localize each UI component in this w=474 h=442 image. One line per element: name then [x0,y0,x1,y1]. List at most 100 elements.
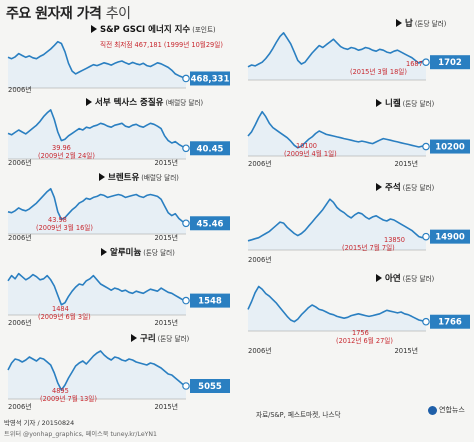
current-value-label: 5055 [198,382,222,392]
title-marker-icon [396,19,402,27]
title-marker-icon [99,173,105,181]
title-marker-icon [86,98,92,106]
title-marker-icon [91,25,97,33]
title-marker-icon [376,274,382,282]
x-start-label: 2006년 [8,85,32,94]
last-point-marker [422,232,430,241]
current-value-box [430,139,470,154]
logo-text: 연합뉴스 [439,406,465,414]
title-marker-icon [101,248,107,256]
title-marker-icon [131,334,137,342]
annotation-text: (2012년 6월 27일) [336,336,393,345]
panel-unit: (톤당 달러) [403,99,435,108]
current-value-label: 1548 [198,297,222,307]
annotation-text: 39.96 [52,144,71,152]
panel-title-text: 아연 [385,273,401,284]
current-value-label: 10200 [435,143,465,153]
chart-panel-copper: 구리 (톤당 달러) 5055 2006년 2015년 4895(2009년 7월 13일… [7,333,230,411]
title-marker-icon [376,183,382,191]
title-marker-icon [376,99,382,107]
annotation-text: 1756 [352,329,369,337]
last-point-marker [182,144,190,153]
series-area [8,188,186,234]
panel-title-text: 납 [405,18,413,29]
panel-unit: (톤당 달러) [403,183,435,192]
credit-social-line: 트위터 @yonhap_graphics, 페이스북 tuney.kr/LeYN… [4,431,157,438]
chart-panel-brent: 브렌트유 (배럴당 달러) 45.46 2006년 2015년 43.98(2009년 3… [7,172,230,242]
x-start-label: 2006년 [248,346,272,355]
x-end-label: 2015년 [394,346,418,355]
series-line [247,285,427,323]
last-point-marker [182,296,190,305]
series-line [247,110,427,149]
series-area [8,109,186,159]
x-start-label: 2006년 [248,255,272,264]
current-value-box [190,293,230,308]
series-area [248,32,426,80]
annotation-text: 1484 [52,305,69,313]
annotation-text: 1687 [406,60,423,68]
panel-title: 구리 (톤당 달러) [140,333,189,344]
current-value-box [190,141,230,156]
series-line [247,31,427,68]
panel-unit: (배럴당 달러) [141,173,179,182]
panel-unit: (포인트) [192,25,215,34]
annotation-text: 직전 최저점 467,181 (1999년 10월29일) [100,40,223,49]
panel-unit: (톤당 달러) [415,19,447,28]
current-value-label: 468,331 [191,74,230,84]
panel-unit: (톤당 달러) [158,334,190,343]
series-area [8,41,186,88]
x-end-label: 2015년 [154,233,178,242]
panel-title-text: 서부 텍사스 중질유 [95,97,164,108]
last-point-marker [422,142,430,151]
page-title: 주요 원자재 가격 추이 [6,3,131,23]
annotation-text: 43.98 [48,216,67,224]
panel-title-text: 구리 [140,333,156,344]
chart-panel-zinc: 아연 (톤당 달러) 1766 2006년 2015년 1756(2012년 6월 27일… [247,273,470,355]
x-start-label: 2006년 [8,158,32,167]
chart-panel-wti: 서부 텍사스 중질유 (배럴당 달러) 40.45 2006년 2015년 39.96(2… [7,97,230,167]
x-end-label: 2015년 [154,158,178,167]
series-area [8,351,186,399]
annotation-text: 4895 [52,387,69,395]
x-end-label: 2015년 [154,402,178,411]
annotation-text: (2009년 4월 1일) [284,149,337,158]
panel-title: 주석 (톤당 달러) [385,182,434,193]
panel-title: 브렌트유 (배럴당 달러) [108,172,179,183]
current-value-box [430,314,470,329]
panel-title-text: 주석 [385,182,401,193]
annotation-text: (2015년 3월 18일) [350,67,407,76]
annotation-text: (2015년 7월 7일) [342,243,395,252]
credit-line: 박영석 기자 / 20150824 [4,419,75,427]
current-value-box [190,379,230,393]
current-value-box [430,229,470,244]
current-value-label: 1702 [438,58,462,68]
x-start-label: 2006년 [8,233,32,242]
logo-mark-icon [428,405,437,415]
chart-panel-aluminum: 알루미늄 (톤당 달러) 1548 2006년 2015년 1484(2009년 6월 3… [7,247,230,327]
page-title-main: 주요 원자재 가격 [6,6,102,22]
last-point-marker [422,58,430,67]
series-line [7,109,187,150]
panel-title-text: 브렌트유 [108,172,139,183]
annotation-text: 10100 [296,142,317,150]
x-end-label: 2015년 [154,318,178,327]
current-value-label: 14900 [435,233,465,243]
last-point-marker [182,382,190,390]
source-note: 자료/S&P, 페스트마켓, 나스닥 [256,411,341,419]
panel-title: S&P GSCI 에너지 지수 (포인트) [100,24,216,35]
series-area [248,111,426,156]
annotation-text: (2009년 2월 24일) [38,151,95,160]
panel-title: 서부 텍사스 중질유 (배럴당 달러) [95,97,203,108]
panel-title-text: 니켈 [385,98,401,109]
panel-title: 아연 (톤당 달러) [385,273,434,284]
current-value-label: 40.45 [197,144,224,154]
chart-panel-tin: 주석 (톤당 달러) 14900 2006년 13850(2015년 7월 7일) [247,182,470,264]
series-line [247,198,427,242]
current-value-label: 1766 [438,318,462,328]
annotation-text: 13850 [384,236,405,244]
panel-title: 니켈 (톤당 달러) [385,98,434,109]
x-start-label: 2006년 [8,402,32,411]
chart-panel-nickel: 니켈 (톤당 달러) 10200 2006년 2015년 10100(2009년 4월 1… [247,98,470,168]
panel-unit: (톤당 달러) [403,274,435,283]
